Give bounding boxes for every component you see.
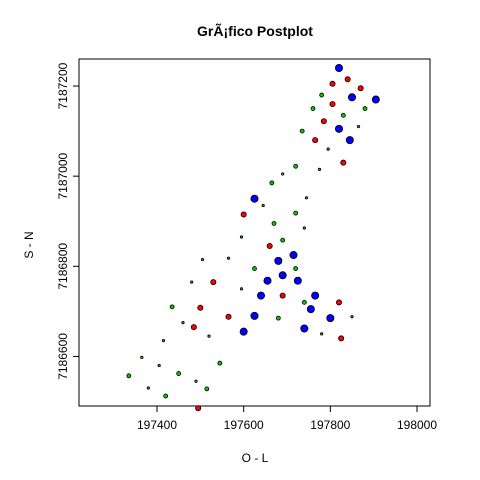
data-point — [356, 124, 361, 129]
x-tick-label: 197400 — [137, 418, 177, 432]
data-point — [250, 194, 259, 203]
data-point — [140, 355, 144, 359]
data-point — [207, 334, 211, 338]
data-point — [310, 106, 316, 111]
data-point — [340, 112, 346, 118]
data-point — [225, 313, 232, 320]
data-point — [217, 360, 223, 366]
data-point — [326, 314, 335, 323]
data-point — [252, 266, 257, 271]
data-point — [275, 315, 281, 321]
chart-title: GrÃ¡fico Postplot — [197, 22, 313, 39]
data-point — [293, 163, 299, 169]
data-point — [289, 251, 298, 260]
data-point — [281, 172, 285, 176]
data-point — [350, 315, 354, 319]
data-point — [197, 304, 204, 311]
data-point — [329, 101, 336, 108]
y-tick-label: 7186600 — [56, 333, 70, 380]
data-point — [190, 324, 197, 331]
plot-frame — [78, 58, 431, 407]
x-axis-label: O - L — [242, 451, 269, 465]
data-point — [261, 203, 265, 208]
data-point — [239, 287, 244, 291]
data-point — [301, 299, 307, 305]
data-point — [344, 76, 351, 83]
data-point — [357, 85, 364, 92]
data-point — [169, 304, 175, 310]
data-point — [334, 124, 343, 133]
data-point — [200, 257, 205, 262]
data-point — [226, 256, 231, 260]
data-point — [146, 386, 150, 390]
data-point — [326, 147, 330, 151]
data-point — [195, 405, 202, 412]
data-point — [274, 256, 283, 265]
data-point — [319, 92, 325, 98]
data-point — [299, 128, 305, 134]
data-point — [190, 280, 194, 284]
data-point — [312, 137, 319, 144]
data-point — [371, 95, 380, 104]
data-point — [329, 80, 336, 87]
data-point — [181, 321, 185, 325]
y-axis-label: S - N — [22, 231, 36, 258]
x-tick-label: 198000 — [397, 418, 437, 432]
y-tick-label: 7187000 — [56, 152, 70, 199]
x-axis: 197400 197600 197800 198000 — [137, 406, 437, 432]
data-point — [239, 327, 248, 336]
data-point — [279, 292, 286, 299]
data-point — [210, 279, 217, 286]
data-point — [176, 371, 182, 376]
data-point — [263, 276, 272, 285]
data-point — [240, 211, 247, 218]
data-point — [306, 305, 315, 314]
data-point — [280, 237, 286, 243]
data-point — [335, 299, 342, 306]
data-point — [239, 235, 244, 239]
data-point — [250, 311, 259, 320]
data-point — [347, 93, 356, 102]
data-point — [157, 363, 161, 368]
data-point — [304, 196, 309, 200]
data-point — [194, 379, 198, 383]
data-point — [256, 291, 265, 300]
x-tick-label: 197600 — [224, 418, 264, 432]
data-points — [126, 64, 380, 412]
data-point — [338, 335, 345, 342]
data-point — [320, 118, 327, 125]
data-point — [340, 159, 347, 166]
data-point — [269, 180, 275, 186]
data-point — [293, 210, 299, 216]
data-point — [293, 276, 302, 285]
data-point — [302, 226, 306, 230]
data-point — [334, 64, 343, 73]
x-tick-label: 197800 — [310, 418, 350, 432]
data-point — [161, 339, 166, 343]
y-tick-label: 7187200 — [56, 62, 70, 109]
data-point — [300, 324, 309, 333]
data-point — [204, 386, 210, 392]
data-point — [271, 221, 277, 226]
data-point — [293, 266, 299, 271]
data-point — [320, 332, 324, 336]
y-axis: 7186600 7186800 7187000 7187200 — [56, 62, 79, 380]
data-point — [163, 393, 169, 399]
data-point — [278, 271, 287, 280]
data-point — [126, 373, 132, 379]
data-point — [311, 291, 320, 300]
y-tick-label: 7186800 — [56, 243, 70, 290]
data-point — [266, 243, 273, 250]
data-point — [345, 136, 354, 145]
data-point — [317, 167, 322, 172]
data-point — [362, 106, 368, 111]
